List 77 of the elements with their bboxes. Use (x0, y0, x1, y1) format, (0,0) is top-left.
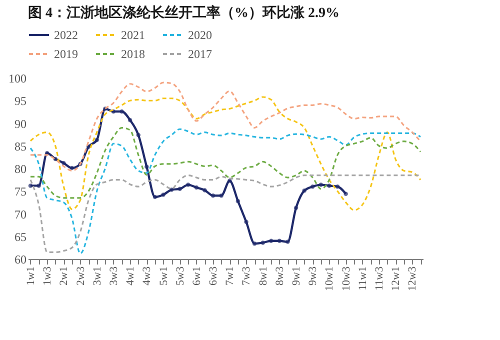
point (269, 238, 274, 244)
y-tick-label: 80 (14, 162, 26, 176)
point (335, 184, 340, 189)
x-tick-label: 5w3 (174, 266, 186, 286)
point (236, 198, 240, 204)
point (327, 184, 332, 188)
x-tick-label: 6w1 (190, 266, 203, 286)
x-tick-label: 4w1 (124, 266, 137, 286)
point (186, 182, 190, 187)
y-tick-label: 90 (14, 116, 26, 131)
x-tick-label: 12w3 (406, 266, 419, 291)
x-tick-label: 9w3 (307, 266, 320, 286)
legend-label: 2017 (188, 47, 212, 61)
line-series (30, 126, 422, 199)
line-series (30, 128, 422, 254)
point (260, 240, 265, 245)
x-tick-label: 2w1 (58, 266, 70, 286)
line-series (30, 82, 422, 172)
point (310, 184, 315, 189)
x-tick-label: 12w1 (390, 266, 402, 291)
point (36, 184, 41, 188)
y-tick-label: 85 (14, 139, 26, 154)
point (286, 240, 290, 244)
y-tick-label: 95 (14, 94, 26, 108)
point (210, 194, 216, 198)
x-tick-label: 8w1 (257, 266, 270, 286)
point (144, 164, 149, 169)
legend-label: 2019 (54, 47, 78, 61)
point (277, 238, 282, 244)
point (70, 166, 74, 170)
legend-label: 2020 (188, 28, 212, 42)
x-tick-label: 6w3 (208, 266, 220, 286)
point (302, 188, 306, 193)
x-tick-label: 7w3 (240, 266, 253, 286)
x-tick-label: 1w1 (24, 266, 37, 286)
point (152, 194, 158, 200)
line-series (30, 174, 422, 254)
x-tick-label: 1w3 (42, 266, 54, 286)
point (94, 138, 99, 142)
chart-title: 图 4：江浙地区涤纶长丝开工率（%）环比涨 2.9% (28, 4, 340, 21)
point (294, 206, 298, 210)
x-tick-label: 3w1 (91, 266, 104, 286)
point (120, 109, 124, 114)
x-tick-label: 3w3 (108, 266, 120, 286)
x-tick-label: 5w1 (158, 266, 170, 286)
x-tick-label: 2w3 (74, 266, 87, 286)
point (344, 192, 348, 196)
y-tick-label: 70 (14, 207, 26, 222)
x-tick-label: 10w1 (324, 266, 336, 291)
x-tick-label: 8w3 (274, 266, 286, 286)
point (252, 242, 257, 246)
point (244, 220, 248, 224)
line-series (30, 96, 422, 211)
point (202, 188, 207, 192)
legend-label: 2018 (121, 47, 145, 61)
y-tick-label: 100 (8, 72, 26, 86)
point (28, 184, 33, 188)
x-tick-label: 4w3 (141, 266, 154, 286)
point (219, 194, 224, 198)
x-tick-label: 11w3 (374, 266, 386, 291)
point (62, 160, 66, 166)
x-tick-label: 11w1 (356, 266, 369, 291)
point (194, 185, 199, 190)
y-tick-label: 60 (14, 252, 26, 266)
legend-label: 2022 (54, 28, 78, 42)
point (128, 118, 132, 122)
x-tick-label: 9w1 (290, 266, 303, 286)
point (136, 132, 140, 138)
point (178, 186, 182, 191)
legend-label: 2021 (121, 28, 145, 42)
point (318, 182, 324, 187)
point (169, 188, 174, 192)
x-tick-label: 7w1 (224, 266, 236, 286)
x-tick-label: 10w3 (340, 266, 352, 291)
point (161, 192, 166, 197)
y-tick-label: 65 (14, 230, 26, 244)
y-tick-label: 75 (14, 184, 26, 199)
